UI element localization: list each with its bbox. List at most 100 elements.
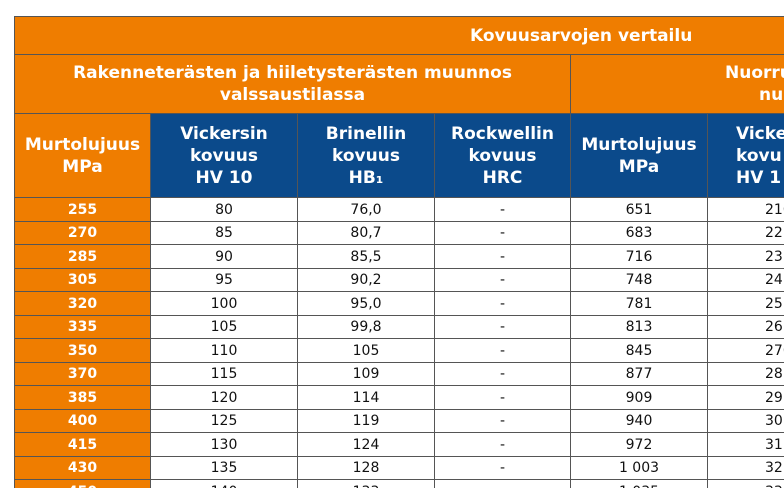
table-cell: 813 bbox=[570, 315, 708, 339]
cell-text: 285 bbox=[67, 248, 98, 265]
cell-text: Murtolujuus bbox=[24, 134, 141, 155]
cell-text: - bbox=[499, 413, 506, 429]
table-cell: 940 bbox=[570, 409, 708, 433]
cell-text: 31 bbox=[765, 436, 783, 453]
table-cell: 23 bbox=[707, 244, 784, 269]
table-cell: 415 bbox=[14, 432, 151, 457]
table-cell: 683 bbox=[570, 221, 708, 245]
table-cell: - bbox=[434, 197, 571, 222]
cell-text: 305 bbox=[67, 272, 98, 288]
cell-text: 109 bbox=[352, 366, 380, 382]
column-header: Rockwellin kovuus HRC bbox=[434, 113, 571, 198]
table-cell: - bbox=[434, 362, 571, 386]
table-cell: - bbox=[434, 338, 571, 363]
cell-text: Vickersin bbox=[180, 123, 268, 144]
table-cell: - bbox=[434, 479, 571, 488]
table-cell: 24 bbox=[707, 268, 784, 292]
table-cell: 972 bbox=[570, 432, 708, 457]
table-cell: 909 bbox=[570, 385, 708, 410]
table-cell: 400 bbox=[14, 409, 151, 433]
cell-text: Kovuusarvojen vertailu bbox=[470, 25, 693, 46]
cell-text: 28 bbox=[765, 366, 783, 382]
table-cell: 305 bbox=[14, 268, 151, 292]
cell-text: - bbox=[499, 460, 506, 476]
cell-text: 119 bbox=[352, 413, 380, 429]
table-cell: 105 bbox=[297, 338, 435, 363]
table-cell: 85,5 bbox=[297, 244, 435, 269]
column-header: Murtolujuus MPa bbox=[570, 113, 708, 198]
cell-text: 385 bbox=[67, 389, 98, 406]
cell-text: 95,0 bbox=[350, 295, 382, 312]
cell-text: 110 bbox=[210, 342, 238, 359]
cell-text: 23 bbox=[765, 248, 783, 265]
table-cell: 90,2 bbox=[297, 268, 435, 292]
table-cell: 255 bbox=[14, 197, 151, 222]
cell-text: HV 1 bbox=[736, 167, 782, 188]
cell-text: - bbox=[499, 436, 506, 453]
cell-text: - bbox=[499, 366, 506, 382]
table-cell: 430 bbox=[14, 456, 151, 480]
cell-text: 90,2 bbox=[350, 272, 382, 288]
cell-text: 270 bbox=[67, 225, 98, 241]
table-cell: 845 bbox=[570, 338, 708, 363]
cell-text: Nuorru bbox=[725, 63, 784, 83]
table-cell: 76,0 bbox=[297, 197, 435, 222]
table-cell: 95 bbox=[150, 268, 298, 292]
cell-text: MPa bbox=[62, 156, 103, 177]
table-cell: 125 bbox=[150, 409, 298, 433]
table-cell: 110 bbox=[150, 338, 298, 363]
table-cell: - bbox=[434, 409, 571, 433]
table-cell: 133 bbox=[297, 479, 435, 488]
cell-text: 29 bbox=[765, 389, 783, 406]
table-cell: 130 bbox=[150, 432, 298, 457]
cell-text: Rockwellin bbox=[451, 123, 554, 144]
cell-text: 30 bbox=[765, 413, 783, 429]
cell-text: 1 035 bbox=[619, 484, 659, 488]
cell-text: HB₁ bbox=[348, 167, 384, 188]
table-cell: - bbox=[434, 315, 571, 339]
cell-text: 748 bbox=[625, 272, 653, 288]
cell-text: Murtolujuus bbox=[581, 134, 697, 155]
cell-text: Rakenneterästen ja hiiletysterästen muun… bbox=[73, 63, 512, 83]
title-bar: Kovuusarvojen vertailu bbox=[14, 16, 784, 55]
table-cell: 450 bbox=[14, 479, 151, 488]
cell-text: - bbox=[499, 201, 506, 218]
table-cell: 25 bbox=[707, 291, 784, 316]
cell-text: - bbox=[499, 342, 506, 359]
cell-text: 124 bbox=[352, 436, 380, 453]
cell-text: 76,0 bbox=[350, 201, 382, 218]
table-cell: 22 bbox=[707, 221, 784, 245]
cell-text: 415 bbox=[67, 436, 98, 453]
cell-text: 90 bbox=[215, 248, 233, 265]
cell-text: valssaustilassa bbox=[219, 85, 366, 105]
table-cell: 1 035 bbox=[570, 479, 708, 488]
cell-text: 26 bbox=[765, 319, 783, 335]
table-cell: 32 bbox=[707, 456, 784, 480]
table-cell: - bbox=[434, 385, 571, 410]
table-cell: 716 bbox=[570, 244, 708, 269]
table-cell: - bbox=[434, 456, 571, 480]
table-cell: 210 bbox=[707, 197, 784, 222]
cell-text: 115 bbox=[210, 366, 238, 382]
cell-text: 877 bbox=[625, 366, 653, 382]
cell-text: 716 bbox=[625, 248, 653, 265]
table-cell: 105 bbox=[150, 315, 298, 339]
cell-text: kovuus bbox=[468, 145, 537, 166]
cell-text: 909 bbox=[625, 389, 653, 406]
table-cell: 80 bbox=[150, 197, 298, 222]
cell-text: Vicke bbox=[736, 123, 784, 144]
cell-text: 781 bbox=[625, 295, 653, 312]
table-cell: 651 bbox=[570, 197, 708, 222]
cell-text: 270 bbox=[765, 342, 784, 359]
cell-text: - bbox=[499, 272, 506, 288]
cell-text: HV 10 bbox=[195, 167, 253, 188]
cell-text: 85,5 bbox=[350, 248, 382, 265]
group-header: Nuorrunuo bbox=[570, 54, 784, 114]
cell-text: 24 bbox=[765, 272, 783, 288]
table-cell: 31 bbox=[707, 432, 784, 457]
table-cell: 28 bbox=[707, 362, 784, 386]
table-cell: - bbox=[434, 221, 571, 245]
cell-text: 105 bbox=[352, 342, 380, 359]
cell-text: 255 bbox=[67, 201, 98, 218]
